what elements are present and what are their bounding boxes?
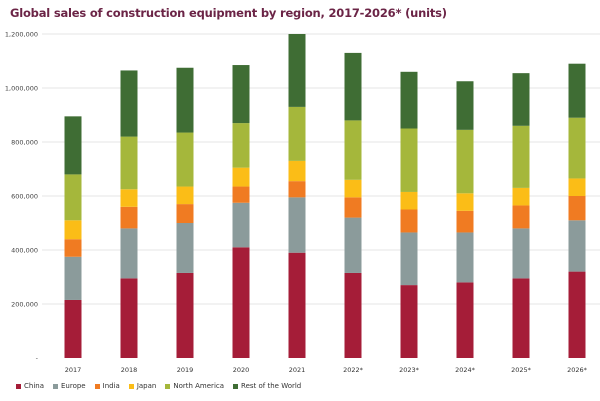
bar-segment-north-america bbox=[64, 174, 82, 221]
x-tick-label: 2026* bbox=[567, 366, 588, 374]
bar-segment-north-america bbox=[120, 136, 138, 190]
x-tick-label: 2021 bbox=[289, 366, 306, 374]
bar-segment-china bbox=[288, 252, 306, 358]
x-tick-label: 2023* bbox=[399, 366, 420, 374]
bar-segment-china bbox=[64, 299, 82, 358]
bar-segment-europe bbox=[120, 228, 138, 279]
bar-segment-japan bbox=[400, 191, 418, 210]
bar-segment-japan bbox=[344, 179, 362, 198]
bar-segment-rest-of-the-world bbox=[120, 70, 138, 137]
legend-label: China bbox=[24, 382, 44, 390]
bar-segment-china bbox=[232, 247, 250, 358]
bar-segment-europe bbox=[232, 202, 250, 248]
bar-segment-japan bbox=[64, 220, 82, 240]
legend-item: Europe bbox=[53, 382, 86, 390]
legend-label: India bbox=[102, 382, 120, 390]
chart-title: Global sales of construction equipment b… bbox=[10, 6, 447, 20]
bar-segment-europe bbox=[344, 217, 362, 273]
bar-segment-north-america bbox=[344, 120, 362, 180]
legend-swatch bbox=[16, 383, 21, 389]
x-tick-label: 2019 bbox=[177, 366, 194, 374]
bar-segment-europe bbox=[456, 232, 474, 283]
x-tick-label: 2022* bbox=[343, 366, 364, 374]
bar-segment-india bbox=[400, 209, 418, 233]
legend-label: North America bbox=[173, 382, 225, 390]
bar-segment-japan bbox=[456, 193, 474, 211]
bar-segment-europe bbox=[288, 197, 306, 253]
bar-segment-china bbox=[400, 285, 418, 358]
bar-segment-india bbox=[288, 181, 306, 198]
bar-segment-north-america bbox=[456, 129, 474, 194]
bar-segment-rest-of-the-world bbox=[456, 81, 474, 130]
legend-item: India bbox=[94, 382, 120, 390]
bar-segment-india bbox=[176, 204, 194, 223]
y-tick-label: 1,000,000 bbox=[5, 85, 38, 93]
bar-segment-india bbox=[512, 205, 530, 229]
bar-segment-china bbox=[120, 278, 138, 358]
bar-segment-europe bbox=[176, 223, 194, 273]
bar-segment-india bbox=[568, 196, 586, 221]
bar-segment-europe bbox=[568, 220, 586, 272]
legend: China Europe India Japan North America Rest o… bbox=[16, 382, 301, 390]
bar-segment-japan bbox=[512, 187, 530, 206]
bar-segment-india bbox=[64, 239, 82, 257]
bar-segment-north-america bbox=[512, 125, 530, 188]
bar-segment-india bbox=[344, 197, 362, 218]
bar-segment-india bbox=[120, 206, 138, 229]
bar-segment-rest-of-the-world bbox=[568, 63, 586, 118]
legend-swatch bbox=[53, 383, 58, 389]
bar-segment-rest-of-the-world bbox=[288, 34, 306, 107]
bar-segment-rest-of-the-world bbox=[176, 67, 194, 133]
legend-item: China bbox=[16, 382, 44, 390]
legend-swatch bbox=[128, 383, 134, 389]
bar-segment-north-america bbox=[568, 117, 586, 179]
x-tick-label: 2017 bbox=[65, 366, 82, 374]
bar-segment-europe bbox=[64, 256, 82, 300]
bar-segment-india bbox=[232, 186, 250, 203]
legend-swatch bbox=[94, 383, 100, 389]
y-tick-label: 1,200,000 bbox=[5, 31, 38, 39]
bar-segment-europe bbox=[512, 228, 530, 279]
bar-segment-japan bbox=[568, 178, 586, 196]
bar-segment-china bbox=[176, 272, 194, 358]
bar-segment-india bbox=[456, 210, 474, 233]
x-tick-label: 2024* bbox=[455, 366, 476, 374]
x-tick-label: 2025* bbox=[511, 366, 532, 374]
bar-segment-china bbox=[456, 282, 474, 358]
x-tick-label: 2018 bbox=[121, 366, 138, 374]
legend-item: Japan bbox=[128, 382, 157, 390]
bar-segment-japan bbox=[288, 160, 306, 182]
bar-segment-north-america bbox=[288, 106, 306, 161]
legend-swatch bbox=[165, 383, 171, 389]
legend-item: Rest of the World bbox=[233, 382, 301, 390]
bar-segment-north-america bbox=[400, 128, 418, 192]
x-tick-label: 2020 bbox=[233, 366, 250, 374]
y-tick-label: - bbox=[36, 355, 39, 363]
legend-swatch bbox=[233, 383, 239, 389]
bar-segment-rest-of-the-world bbox=[512, 73, 530, 126]
y-tick-label: 400,000 bbox=[11, 247, 38, 255]
legend-label: Europe bbox=[61, 382, 86, 390]
bar-segment-rest-of-the-world bbox=[400, 71, 418, 129]
y-tick-label: 200,000 bbox=[11, 301, 38, 309]
bar-segment-north-america bbox=[176, 132, 194, 187]
bar-segment-rest-of-the-world bbox=[232, 65, 250, 124]
y-tick-label: 600,000 bbox=[11, 193, 38, 201]
bar-segment-japan bbox=[176, 186, 194, 205]
bar-segment-japan bbox=[120, 189, 138, 207]
y-tick-label: 800,000 bbox=[11, 139, 38, 147]
bar-segment-rest-of-the-world bbox=[344, 52, 362, 121]
legend-item: North America bbox=[165, 382, 224, 390]
bar-segment-china bbox=[344, 272, 362, 358]
bar-segment-north-america bbox=[232, 123, 250, 168]
bar-segment-rest-of-the-world bbox=[64, 116, 82, 175]
bar-segment-japan bbox=[232, 167, 250, 187]
legend-label: Japan bbox=[136, 382, 157, 390]
legend-label: Rest of the World bbox=[241, 382, 302, 390]
bar-segment-europe bbox=[400, 232, 418, 286]
bar-segment-china bbox=[512, 278, 530, 358]
bar-segment-china bbox=[568, 271, 586, 358]
